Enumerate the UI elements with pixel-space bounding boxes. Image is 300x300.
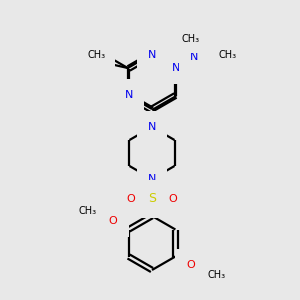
Text: N: N bbox=[124, 91, 132, 101]
Text: N: N bbox=[148, 50, 156, 60]
Text: O: O bbox=[187, 260, 195, 271]
Text: S: S bbox=[148, 193, 156, 206]
Text: O: O bbox=[169, 194, 177, 204]
Text: CH₃: CH₃ bbox=[208, 271, 226, 281]
Text: CH₃: CH₃ bbox=[182, 34, 200, 44]
Text: N: N bbox=[148, 174, 156, 184]
Text: N: N bbox=[190, 52, 199, 62]
Text: O: O bbox=[127, 194, 135, 204]
Text: CH₃: CH₃ bbox=[218, 50, 237, 59]
Text: CH₃: CH₃ bbox=[78, 206, 96, 215]
Text: O: O bbox=[109, 215, 117, 226]
Text: N: N bbox=[172, 63, 180, 73]
Text: N: N bbox=[124, 91, 133, 100]
Text: N: N bbox=[148, 122, 156, 132]
Text: CH₃: CH₃ bbox=[81, 56, 99, 66]
Text: CH₃: CH₃ bbox=[87, 50, 106, 61]
